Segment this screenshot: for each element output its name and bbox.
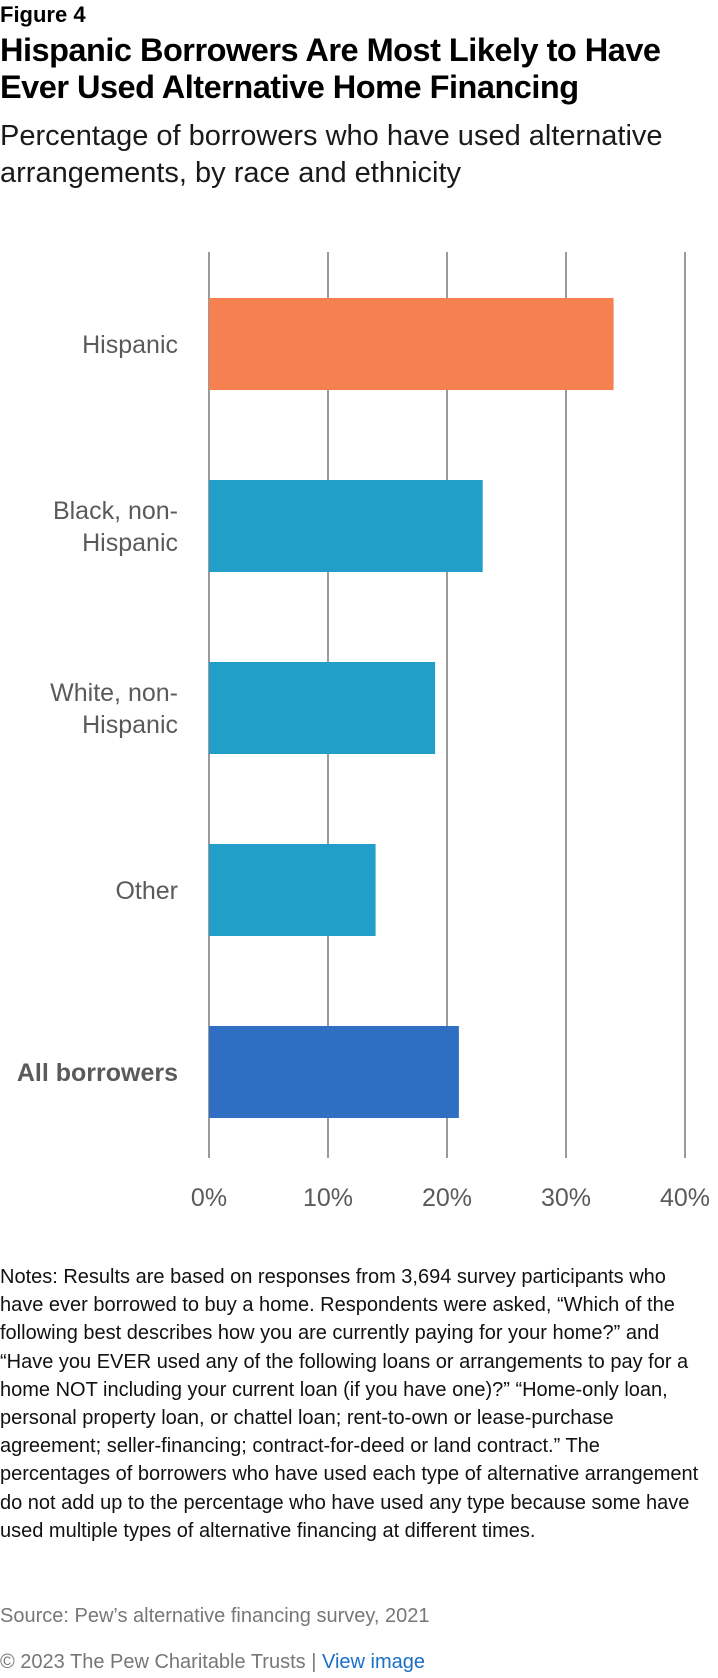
x-tick-label: 40% [660, 1184, 710, 1212]
notes: Notes: Results are based on responses fr… [0, 1266, 699, 1542]
category-label: Hispanic [82, 331, 178, 359]
category-label: Hispanic [82, 529, 178, 557]
source-note: Source: Pew’s alternative financing surv… [0, 1605, 430, 1627]
bars [209, 298, 614, 1118]
tick-labels: 0% 10% 20% 30% 40% [191, 1184, 710, 1212]
bar [209, 662, 436, 754]
category-label: Black, non- [53, 497, 178, 525]
x-tick-label: 0% [191, 1184, 227, 1212]
bar-chart: Hispanic Black, non- Hispanic White, non- Hi… [17, 252, 710, 1212]
grid-lines [208, 252, 686, 1158]
x-tick-label: 20% [422, 1184, 472, 1212]
category-label: White, non- [50, 679, 178, 707]
footer-separator: | [311, 1651, 317, 1673]
chart-title: Hispanic Borrowers Are Most Likely to Ha… [0, 32, 661, 105]
copyright-text: © 2023 The Pew Charitable Trusts [0, 1651, 306, 1673]
bar [209, 1026, 459, 1118]
bar [209, 844, 376, 936]
x-tick-label: 10% [303, 1184, 353, 1212]
footer: © 2023 The Pew Charitable Trusts | View … [0, 1651, 425, 1674]
view-image-link[interactable]: View image [321, 1651, 425, 1673]
figure-label: Figure 4 [0, 2, 86, 27]
x-tick-label: 30% [541, 1184, 591, 1212]
category-label: All borrowers [17, 1059, 178, 1087]
bar [209, 480, 483, 572]
bar [209, 298, 614, 390]
chart-subtitle: Percentage of borrowers who have used al… [0, 120, 663, 189]
category-label: Other [115, 877, 178, 905]
category-label: Hispanic [82, 711, 178, 739]
category-labels: Hispanic Black, non- Hispanic White, non- Hi… [17, 331, 178, 1087]
